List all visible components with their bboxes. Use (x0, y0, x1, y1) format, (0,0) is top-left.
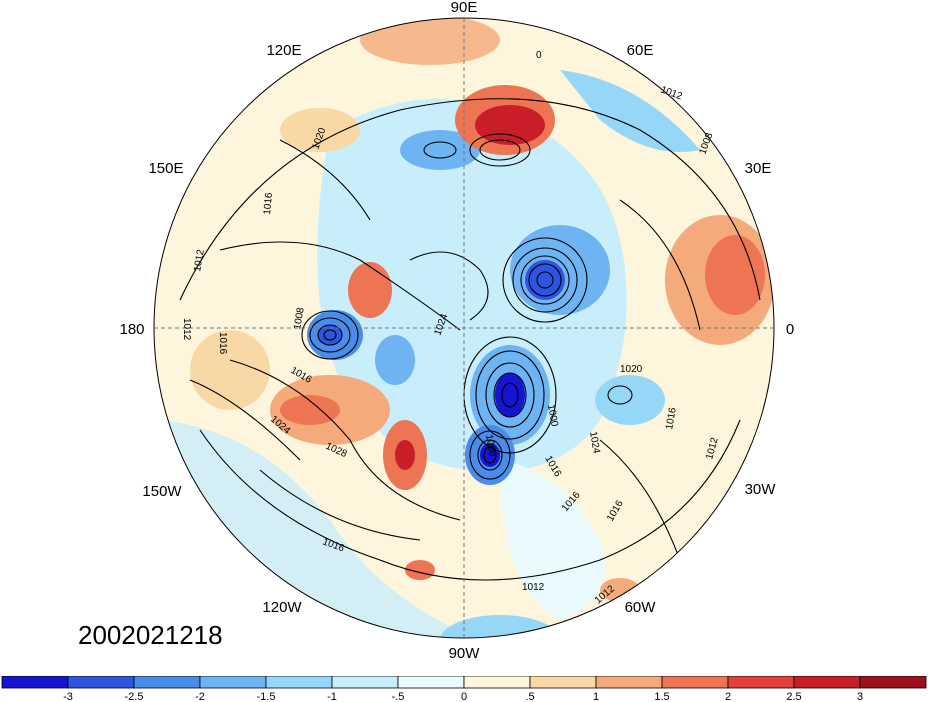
colorbar-swatch (1, 676, 69, 689)
colorbar-swatch (265, 676, 333, 689)
colorbar-tick-label: 2 (725, 691, 731, 702)
colorbar-swatch (661, 676, 729, 689)
contour-label: 1012 (192, 248, 207, 272)
colorbar-tick-label: -1.5 (257, 691, 276, 702)
lon-label-90w: 90W (449, 645, 481, 662)
contour-label: 1016 (664, 406, 679, 430)
colorbar-tick-label: 3 (857, 691, 863, 702)
timestamp-label: 2002021218 (78, 620, 223, 650)
colorbar-swatch (331, 676, 399, 689)
lon-label-120w: 120W (262, 599, 302, 616)
colorbar-tick-label: -2 (195, 691, 205, 702)
lon-label-120e: 120E (266, 42, 301, 59)
colorbar-swatch (199, 676, 267, 689)
colorbar-swatch (463, 676, 531, 689)
colorbar-tick-label: 0 (461, 691, 467, 702)
lon-label-60e: 60E (627, 42, 654, 59)
colorbar-tick-label: -1 (327, 691, 337, 702)
colorbar-tick-label: -2.5 (125, 691, 144, 702)
colorbar-swatch (529, 676, 597, 689)
contour-label: 1012 (522, 582, 545, 593)
contour-label: 1008 (292, 306, 307, 330)
contour-label: 1016 (262, 192, 275, 216)
colorbar-tick-label: 1 (593, 691, 599, 702)
lon-label-0: 0 (786, 321, 794, 338)
lon-label-150e: 150E (148, 160, 183, 177)
contour-label: 1024 (587, 431, 602, 455)
contour-label: 1016 (217, 332, 228, 355)
contour-label: 1012 (181, 318, 192, 341)
colorbar-tick-label: -.5 (392, 691, 405, 702)
lon-label-30w: 30W (745, 481, 777, 498)
contour-label: 1000 (545, 404, 560, 428)
lon-label-180: 180 (119, 321, 144, 338)
colorbar-tick-label: .5 (525, 691, 534, 702)
colorbar: -3 -2.5 -2 -1.5 -1 -.5 0 .5 1 1.5 2 2.5 3 (1, 676, 927, 702)
contour-label: 1008 (483, 434, 498, 458)
colorbar-swatch (397, 676, 465, 689)
colorbar-swatch (67, 676, 135, 689)
colorbar-swatch (595, 676, 663, 689)
contour-label: 1020 (620, 364, 643, 375)
lon-label-30e: 30E (745, 160, 772, 177)
colorbar-swatch (859, 676, 927, 689)
lon-label-150w: 150W (142, 483, 182, 500)
lon-label-90e: 90E (451, 0, 478, 16)
colorbar-swatch (133, 676, 201, 689)
colorbar-swatch (793, 676, 861, 689)
colorbar-tick-label: -3 (63, 691, 73, 702)
polar-map: 90E 60E 120E 30E 150E 0 180 30W 150W 60W… (119, 0, 794, 662)
colorbar-tick-label: 1.5 (654, 691, 669, 702)
colorbar-swatch (727, 676, 795, 689)
lon-label-60w: 60W (625, 599, 657, 616)
contour-label: 0 (536, 50, 542, 61)
colorbar-tick-label: 2.5 (786, 691, 801, 702)
graticule (154, 18, 774, 638)
